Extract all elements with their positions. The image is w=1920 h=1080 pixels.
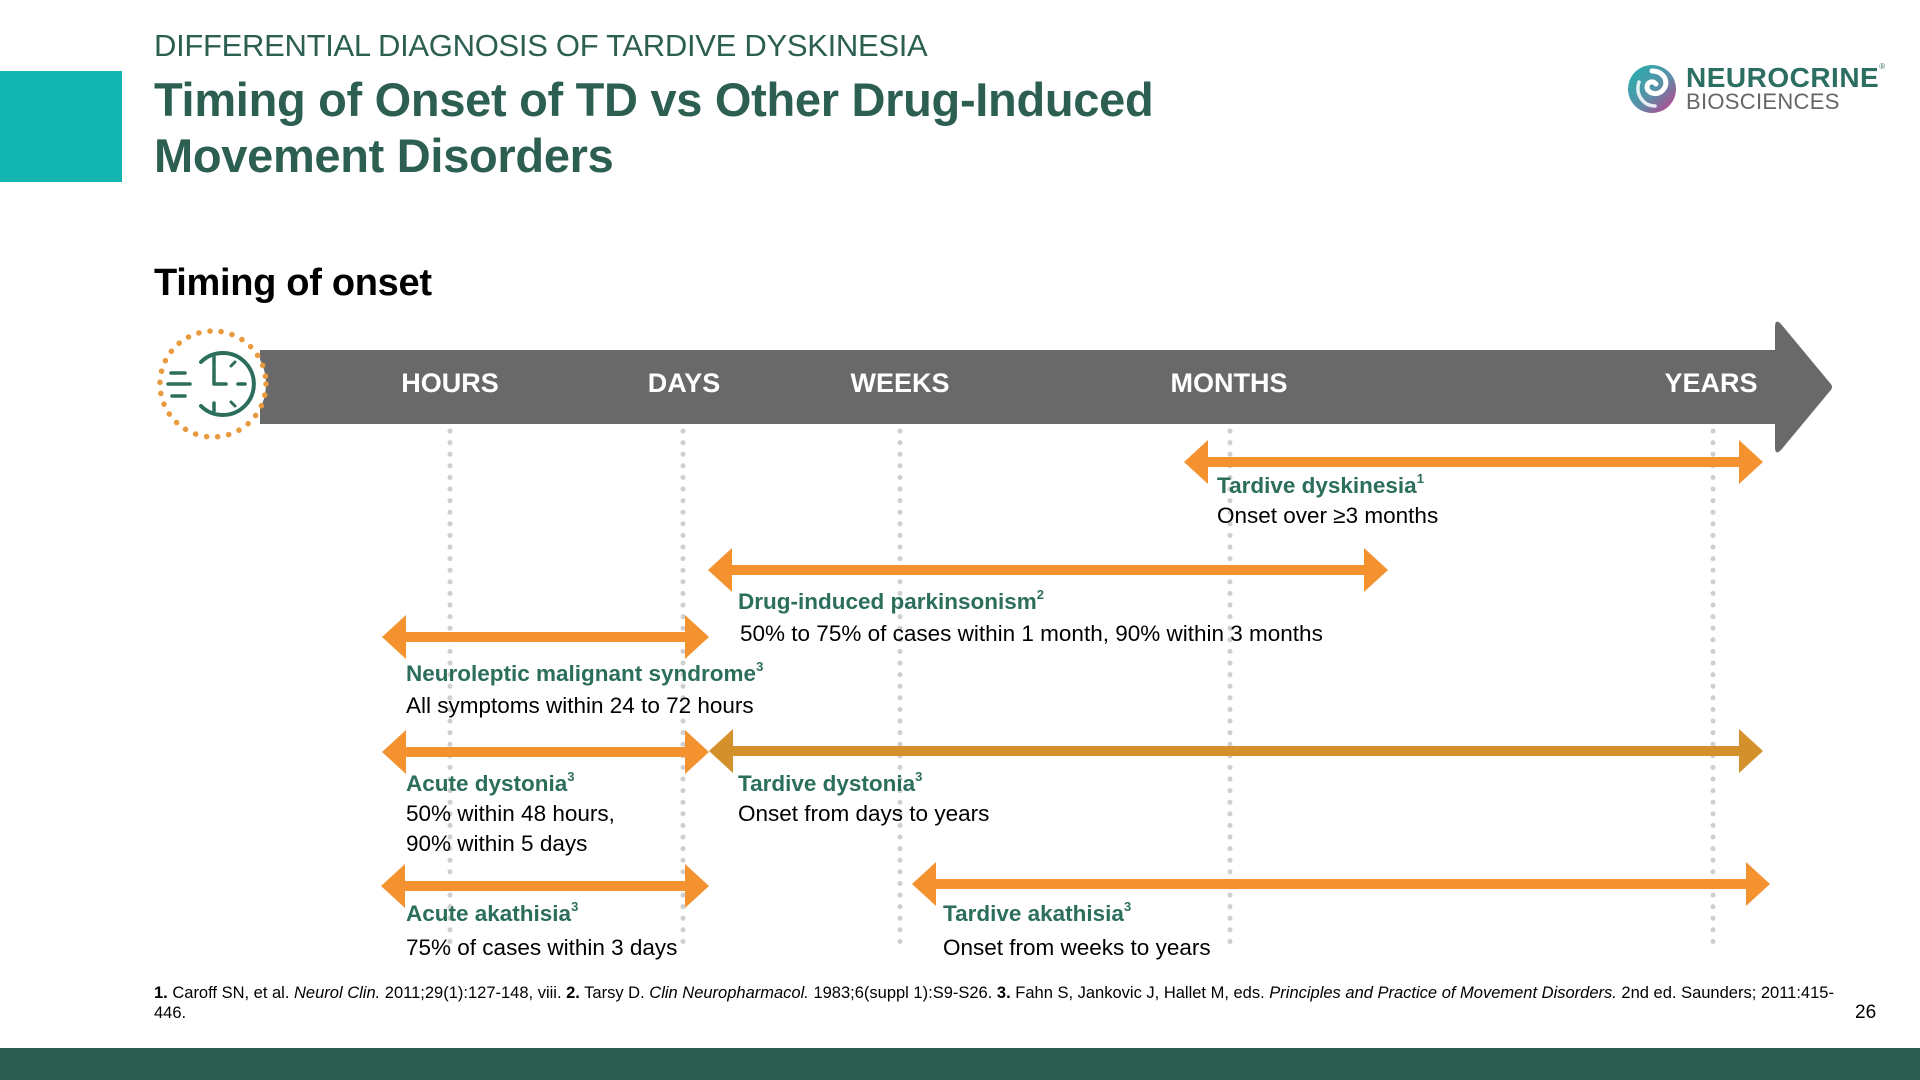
section-title: Timing of onset xyxy=(154,262,432,304)
item-desc: Onset over ≥3 months xyxy=(1217,503,1439,528)
accent-block xyxy=(0,71,122,182)
item-tardive-dyskinesia: Tardive dyskinesia1 Onset over ≥3 months xyxy=(1217,471,1439,531)
item-tardive-dystonia: Tardive dystonia3 Onset from days to yea… xyxy=(738,769,990,829)
item-nms: Neuroleptic malignant syndrome3 All symp… xyxy=(406,659,764,721)
item-title: Acute akathisia3 xyxy=(406,899,579,926)
timeline-bar xyxy=(260,321,1832,453)
item-title: Neuroleptic malignant syndrome3 xyxy=(406,659,764,686)
tick-label-weeks: WEEKS xyxy=(850,368,950,398)
item-desc: 50% to 75% of cases within 1 month, 90% … xyxy=(740,621,1323,646)
item-desc-line2: 90% within 5 days xyxy=(406,831,588,856)
item-title: Drug-induced parkinsonism2 xyxy=(738,587,1045,614)
arrow-nms xyxy=(382,615,709,659)
item-desc: All symptoms within 24 to 72 hours xyxy=(406,693,754,718)
item-title: Acute dystonia3 xyxy=(406,769,575,796)
arrow-tardive-dystonia xyxy=(709,729,1763,773)
item-title: Tardive dystonia3 xyxy=(738,769,923,796)
tick-label-years: YEARS xyxy=(1664,368,1758,398)
neurocrine-logo-icon xyxy=(1628,65,1676,113)
item-acute-dystonia: Acute dystonia3 50% within 48 hours, 90%… xyxy=(406,769,615,859)
clock-icon xyxy=(157,328,269,440)
title-line-1: Timing of Onset of TD vs Other Drug-Indu… xyxy=(154,73,1154,126)
item-desc: Onset from weeks to years xyxy=(943,935,1211,960)
eyebrow-heading: DIFFERENTIAL DIAGNOSIS OF TARDIVE DYSKIN… xyxy=(154,28,928,63)
item-parkinsonism: Drug-induced parkinsonism2 50% to 75% of… xyxy=(738,587,1323,649)
arrow-tardive-akathisia xyxy=(912,862,1770,906)
item-tardive-akathisia: Tardive akathisia3 Onset from weeks to y… xyxy=(943,899,1211,963)
tick-label-hours: HOURS xyxy=(401,368,499,398)
logo-wordmark: NEUROCRINE® xyxy=(1686,62,1886,93)
arrow-tardive-dyskinesia xyxy=(1184,440,1763,484)
item-title: Tardive akathisia3 xyxy=(943,899,1132,926)
arrow-acute-akathisia xyxy=(381,864,709,908)
arrow-acute-dystonia xyxy=(382,730,709,774)
item-desc-line1: 50% within 48 hours, xyxy=(406,801,615,826)
references: 1. Caroff SN, et al. Neurol Clin. 2011;2… xyxy=(154,984,1834,1022)
title-line-2: Movement Disorders xyxy=(154,129,614,182)
item-desc: 75% of cases within 3 days xyxy=(406,935,678,960)
arrow-parkinsonism xyxy=(708,548,1388,592)
item-desc: Onset from days to years xyxy=(738,801,990,826)
footer-bar xyxy=(0,1048,1920,1080)
page-title: Timing of Onset of TD vs Other Drug-Indu… xyxy=(154,72,1154,184)
item-title: Tardive dyskinesia1 xyxy=(1217,471,1424,498)
logo-subtitle: BIOSCIENCES xyxy=(1686,89,1840,114)
tick-label-months: MONTHS xyxy=(1170,368,1288,398)
item-acute-akathisia: Acute akathisia3 75% of cases within 3 d… xyxy=(406,899,678,963)
tick-label-days: DAYS xyxy=(647,368,721,398)
page-number: 26 xyxy=(1855,1002,1877,1023)
